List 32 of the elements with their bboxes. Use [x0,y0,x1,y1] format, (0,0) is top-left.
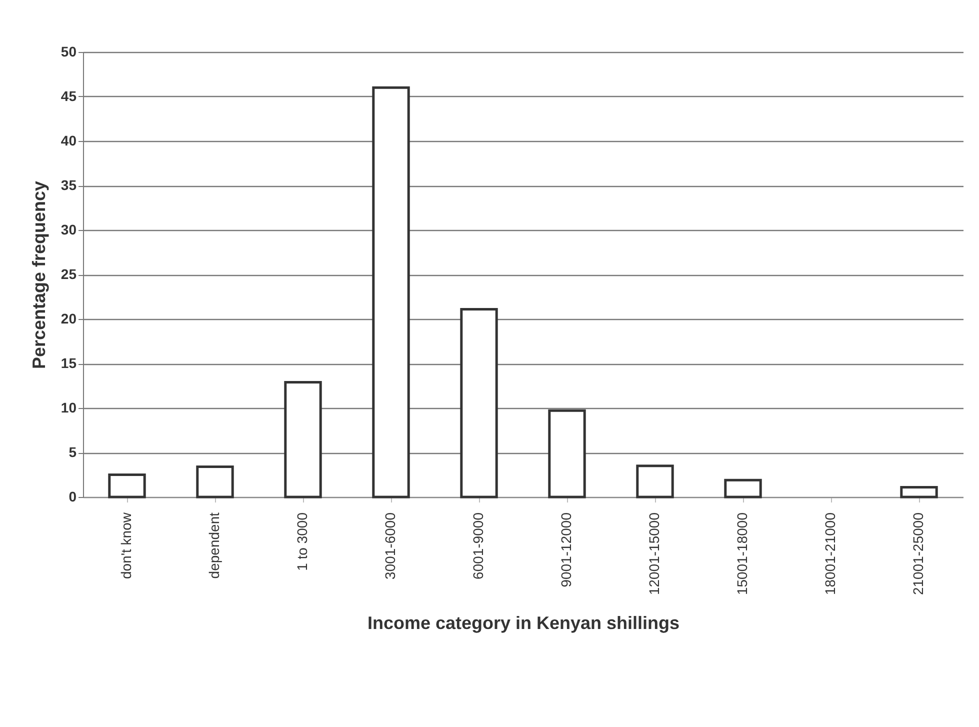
bar [636,464,674,498]
y-axis-title: Percentage frequency [28,180,49,370]
x-tick-label: 9001-12000 [558,512,574,588]
bar [724,478,762,498]
y-tick-label: 10 [60,400,77,416]
x-tick-label: don't know [118,512,134,579]
y-tick-label: 0 [68,488,77,504]
y-tick-label: 45 [60,88,77,104]
y-tick-label: 40 [60,132,77,148]
x-tick-label: 6001-9000 [470,512,486,580]
y-tick-label: 5 [68,444,77,460]
x-tick-label: 21001-25000 [910,512,926,596]
bar [108,474,146,498]
bar [900,486,938,498]
x-tick-label: dependent [206,512,222,579]
bar [284,380,322,498]
x-axis-title: Income category in Kenyan shillings [367,613,680,634]
y-tick-label: 20 [60,310,77,326]
y-tick-label: 35 [60,177,77,193]
bar [548,409,586,498]
x-tick-label: 3001-6000 [382,512,398,580]
y-tick-label: 15 [60,355,77,371]
y-tick-label: 30 [60,222,77,238]
bar [460,308,498,498]
bar [196,465,234,498]
x-tick-label: 15001-18000 [734,512,750,596]
bar [372,86,410,498]
y-tick-label: 50 [60,44,77,60]
x-tick-label: 18001-21000 [822,512,838,596]
y-tick-label: 25 [60,266,77,282]
x-tick-label: 12001-15000 [646,512,662,596]
x-tick-label: 1 to 3000 [294,512,310,571]
